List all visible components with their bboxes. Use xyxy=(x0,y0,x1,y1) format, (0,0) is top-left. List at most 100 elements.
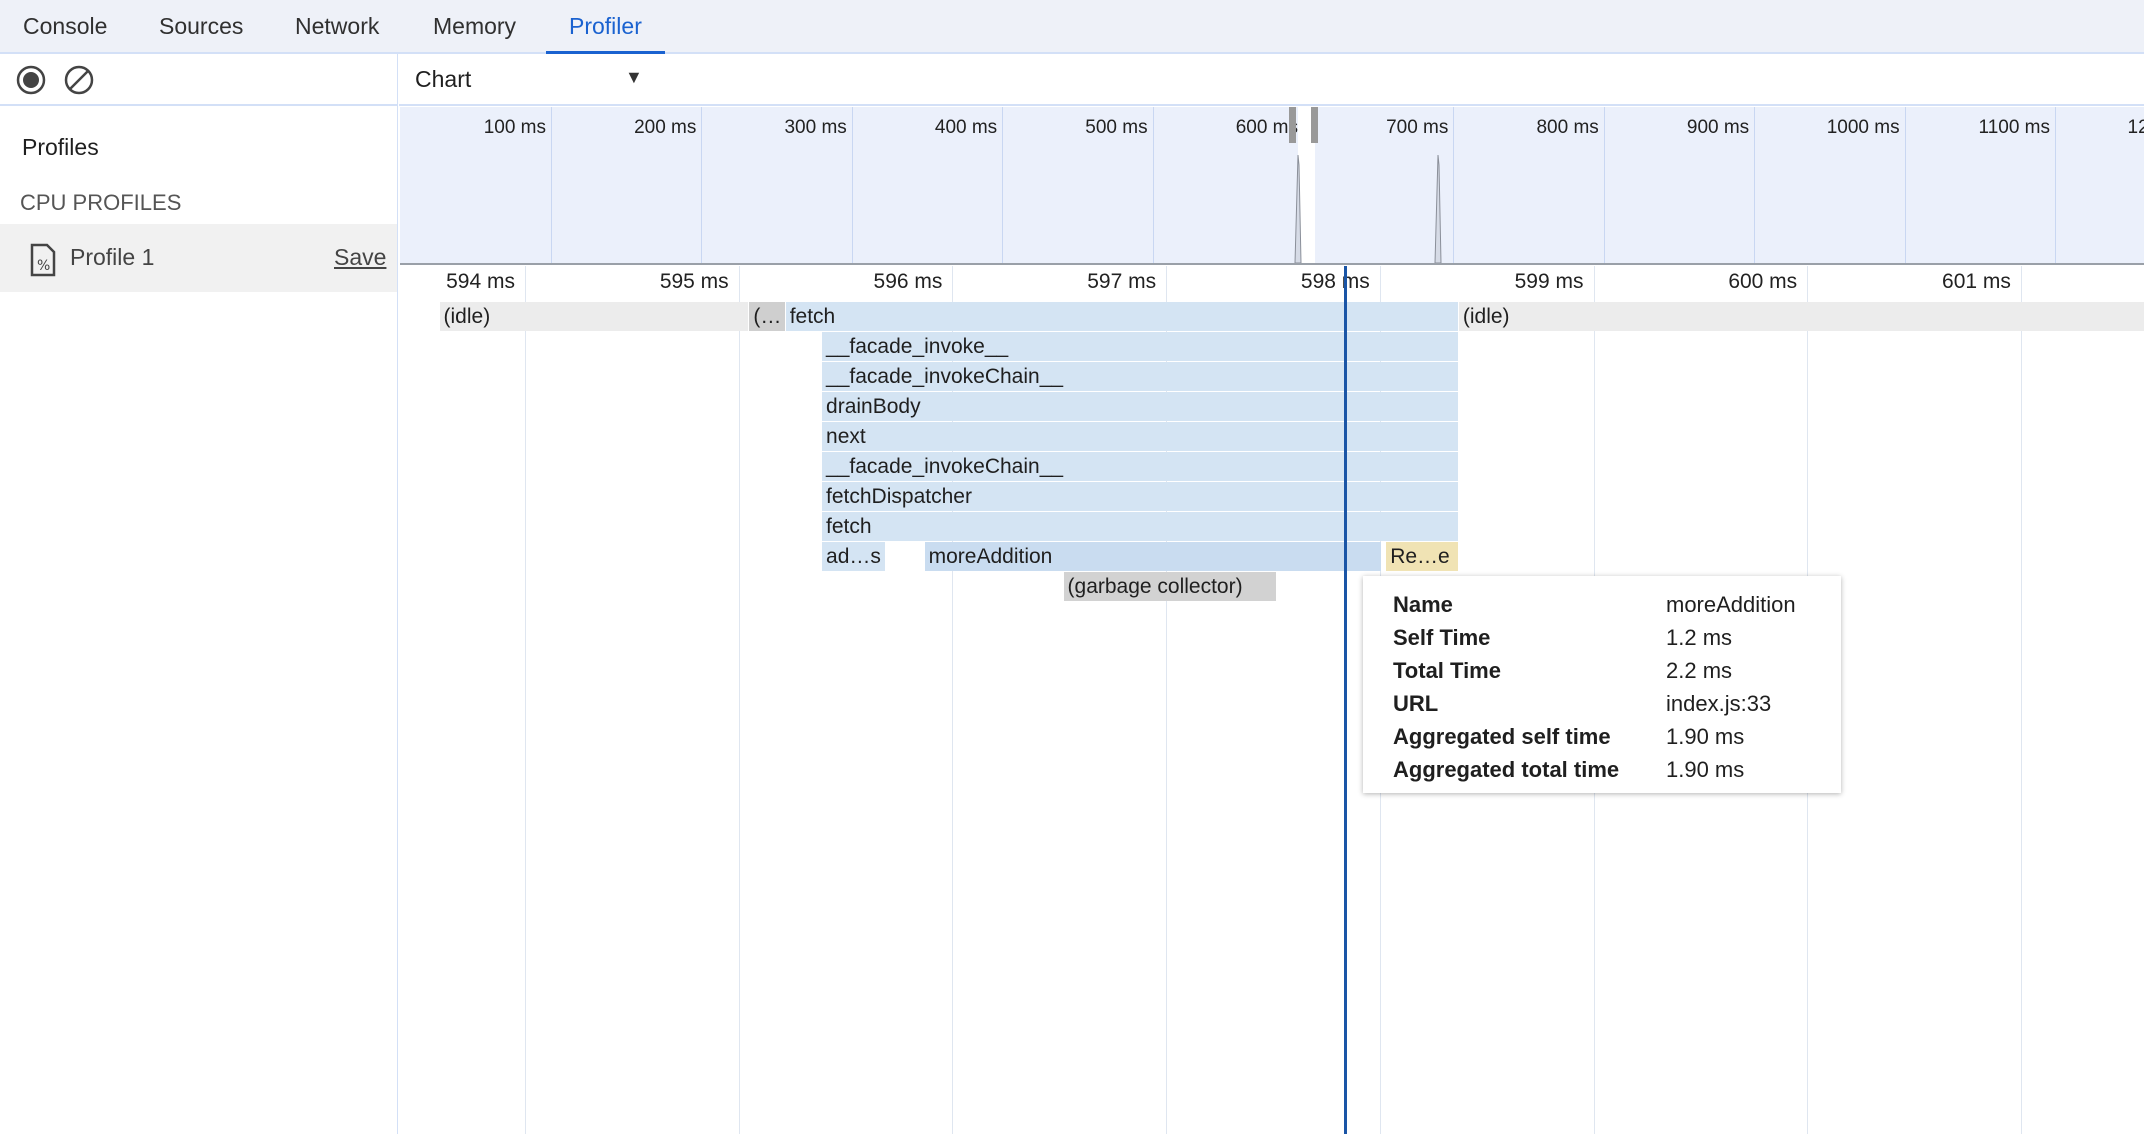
flame-bar[interactable]: Re…e xyxy=(1386,542,1458,571)
ruler-gridline xyxy=(952,266,954,300)
ruler-tick-label: 599 ms xyxy=(1514,270,1584,293)
tooltip-value: index.js:33 xyxy=(1666,691,1772,716)
ruler-tick-label: 600 ms xyxy=(1728,270,1798,293)
selection-handle-right[interactable] xyxy=(1311,107,1318,143)
ruler-gridline xyxy=(1166,266,1168,300)
tooltip-row: Name moreAddition xyxy=(1393,588,1841,621)
tooltip-row: URL index.js:33 xyxy=(1393,687,1841,720)
ruler-tick-label: 594 ms xyxy=(446,270,515,293)
clear-icon[interactable] xyxy=(63,64,95,96)
overview-gridline xyxy=(701,107,703,263)
overview-gridline xyxy=(2055,107,2056,263)
ruler-tick-label: 596 ms xyxy=(873,270,943,293)
ruler-tick-label: 598 ms xyxy=(1300,270,1370,293)
ruler-gridline xyxy=(1593,266,1595,300)
overview-tick-label: 800 ms xyxy=(1536,117,1599,138)
profiler-toolbar xyxy=(0,54,398,106)
overview-tick-label: 600 ms xyxy=(1235,117,1298,138)
flame-gridline xyxy=(1166,300,1168,1134)
tab-profiler[interactable]: Profiler xyxy=(546,0,665,54)
sidebar-title: Profiles xyxy=(22,134,99,160)
flame-bar[interactable]: (idle) xyxy=(439,302,749,331)
flame-bar[interactable]: __facade_invoke__ xyxy=(822,332,1458,361)
overview-gridline xyxy=(551,107,552,263)
cpu-activity-graph xyxy=(1294,154,1442,263)
svg-text:%: % xyxy=(37,258,50,274)
overview-gridline xyxy=(1904,107,1906,263)
tooltip-row: Aggregated self time 1.90 ms xyxy=(1393,720,1841,753)
tab-sources[interactable]: Sources xyxy=(159,13,244,39)
flame-tooltip: Name moreAddition Self Time 1.2 ms Total Tim… xyxy=(1363,576,1841,793)
tooltip-row: Total Time 2.2 ms xyxy=(1393,654,1841,687)
cpu-profile-file-icon: % xyxy=(30,243,56,277)
flame-bar[interactable]: fetch xyxy=(822,512,1458,541)
time-cursor-line xyxy=(1344,266,1347,1134)
flame-bar[interactable]: ad…s xyxy=(822,542,886,571)
overview-gridline xyxy=(1453,107,1455,263)
tab-memory[interactable]: Memory xyxy=(433,13,517,39)
ruler-gridline xyxy=(2020,266,2022,300)
tab-network[interactable]: Network xyxy=(295,13,380,39)
overview-tick-label: 900 ms xyxy=(1686,117,1750,138)
ruler-gridline xyxy=(525,266,526,300)
flame-bar[interactable]: fetch xyxy=(785,302,1458,331)
selection-window[interactable] xyxy=(1298,107,1315,263)
flame-chart[interactable]: (idle) (… fetch (idle) __facade_invoke__ __fa… xyxy=(400,300,2144,1134)
flame-bar[interactable]: __facade_invokeChain__ xyxy=(822,362,1458,391)
flame-bar[interactable]: moreAddition xyxy=(924,542,1381,571)
overview-tick-label: 400 ms xyxy=(934,117,998,138)
tooltip-row: Self Time 1.2 ms xyxy=(1393,621,1841,654)
ruler-gridline xyxy=(1807,266,1809,300)
overview-tick-label: 1000 ms xyxy=(1826,117,1900,138)
overview-tick-label: 100 ms xyxy=(483,117,546,138)
profile-name: Profile 1 xyxy=(70,244,155,270)
view-select[interactable]: Chart ▼ xyxy=(415,54,655,104)
flame-bar[interactable]: (… xyxy=(749,302,785,331)
overview-tick-label: 700 ms xyxy=(1386,117,1449,138)
ruler-gridline xyxy=(1379,266,1381,300)
tooltip-key: Name xyxy=(1393,592,1453,617)
tooltip-value: 1.90 ms xyxy=(1666,724,1745,749)
cpu-spike xyxy=(1294,154,1302,263)
profile-item[interactable]: % Profile 1 Save xyxy=(0,224,397,292)
tooltip-key: Aggregated total time xyxy=(1393,757,1620,782)
flame-gridline xyxy=(738,300,740,1134)
tooltip-value: 2.2 ms xyxy=(1666,658,1733,683)
tooltip-row: Aggregated total time 1.90 ms xyxy=(1393,753,1841,786)
chevron-down-icon: ▼ xyxy=(625,67,643,87)
timeline-overview[interactable]: 100 ms 200 ms 300 ms 400 ms 500 ms 600 ms 700 … xyxy=(400,107,2144,265)
flame-bar[interactable]: __facade_invokeChain__ xyxy=(822,452,1458,481)
time-ruler: 594 ms 595 ms 596 ms 597 ms 598 ms 599 ms 600 … xyxy=(400,266,2144,300)
flame-gridline xyxy=(525,300,526,1134)
flame-bar[interactable]: fetchDispatcher xyxy=(822,482,1458,511)
tooltip-key: Aggregated self time xyxy=(1393,724,1611,749)
flame-gridline xyxy=(952,300,954,1134)
panel-tabs: Console Sources Network Memory Profiler xyxy=(0,0,2144,54)
tab-console[interactable]: Console xyxy=(23,13,108,39)
ruler-tick-label: 595 ms xyxy=(659,270,729,293)
ruler-gridline xyxy=(738,266,740,300)
save-button[interactable]: Save xyxy=(334,244,387,270)
tooltip-value: 1.90 ms xyxy=(1666,757,1745,782)
tooltip-value: moreAddition xyxy=(1666,592,1796,617)
tooltip-value: 1.2 ms xyxy=(1666,625,1733,650)
overview-gridline xyxy=(1152,107,1154,263)
flame-bar[interactable]: drainBody xyxy=(822,392,1458,421)
flame-bar[interactable]: next xyxy=(822,422,1458,451)
flame-bar[interactable]: (garbage collector) xyxy=(1063,572,1277,601)
ruler-tick-label: 597 ms xyxy=(1087,270,1157,293)
tooltip-key: URL xyxy=(1393,691,1439,716)
cpu-spike xyxy=(1434,154,1442,263)
overview-tick-label: 1200 ms xyxy=(2127,117,2144,138)
selection-handle-left[interactable] xyxy=(1289,107,1296,143)
profiles-sidebar: Profiles CPU PROFILES % Profile 1 Save xyxy=(0,106,398,1134)
flame-bar[interactable]: (idle) xyxy=(1458,302,2144,331)
flame-gridline xyxy=(2020,300,2022,1134)
overview-tick-label: 200 ms xyxy=(634,117,697,138)
overview-tick-label: 1100 ms xyxy=(1978,117,2050,138)
overview-gridline xyxy=(1603,107,1605,263)
record-icon[interactable] xyxy=(15,64,47,96)
section-cpu-profiles: CPU PROFILES xyxy=(20,190,182,215)
tooltip-key: Self Time xyxy=(1393,625,1491,650)
overview-tick-label: 500 ms xyxy=(1085,117,1148,138)
